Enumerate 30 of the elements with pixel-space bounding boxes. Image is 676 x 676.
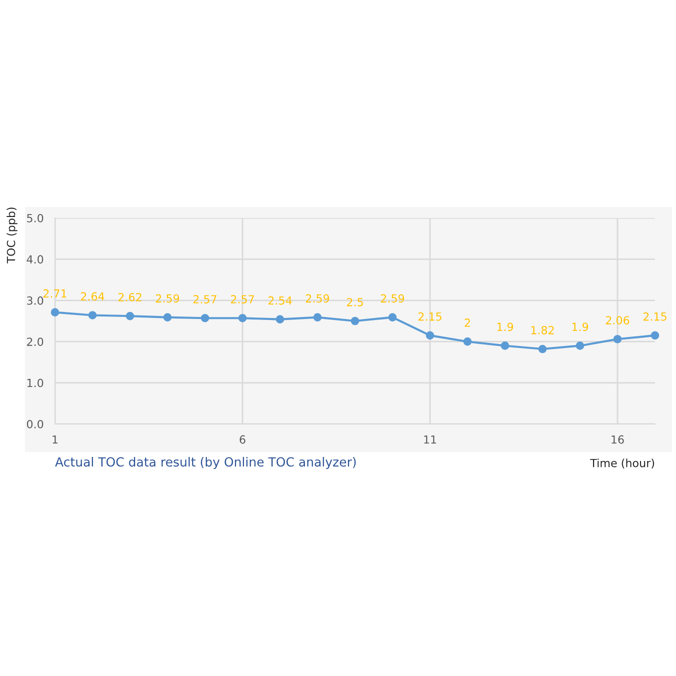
data-label: 2: [464, 318, 470, 327]
y-tick-label: 5.0: [27, 214, 44, 222]
data-label: 2.62: [118, 293, 142, 302]
data-label: 2.64: [80, 292, 104, 301]
y-tick-label: 1.0: [27, 378, 44, 388]
y-tick-label: 4.0: [26, 255, 44, 264]
x-tick-label: 6: [240, 435, 246, 444]
text: Actual TOC data result (by Online TOC analyzer): [55, 456, 356, 470]
data-label: 1.9: [497, 322, 514, 332]
data-label: 2.15: [418, 312, 442, 321]
data-label: 1.9: [572, 322, 588, 332]
y-tick-label: 3.0: [27, 296, 44, 305]
data-label: 2.5: [346, 298, 363, 306]
x-tick-label: 16: [612, 435, 624, 444]
y-tick-label: 2.0: [27, 338, 44, 346]
data-label: 2.57: [230, 295, 254, 304]
x-tick-label: 1: [52, 435, 58, 444]
data-label: 2.15: [643, 312, 666, 321]
data-label: 2.06: [606, 316, 630, 324]
x-axis-title: Time (hour): [590, 458, 654, 469]
data-label: 2.59: [380, 294, 404, 303]
data-label: 2.59: [306, 294, 330, 303]
y-tick-label: 0.0: [26, 420, 44, 428]
data-label: 2.71: [43, 289, 66, 298]
data-label: 1.82: [531, 326, 554, 334]
data-label: 2.57: [193, 295, 216, 304]
data-label: 2.59: [156, 294, 180, 303]
data-label: 2.54: [268, 296, 292, 305]
y-axis-title: TOC (ppb): [6, 208, 18, 264]
x-tick-label: 11: [424, 435, 436, 444]
